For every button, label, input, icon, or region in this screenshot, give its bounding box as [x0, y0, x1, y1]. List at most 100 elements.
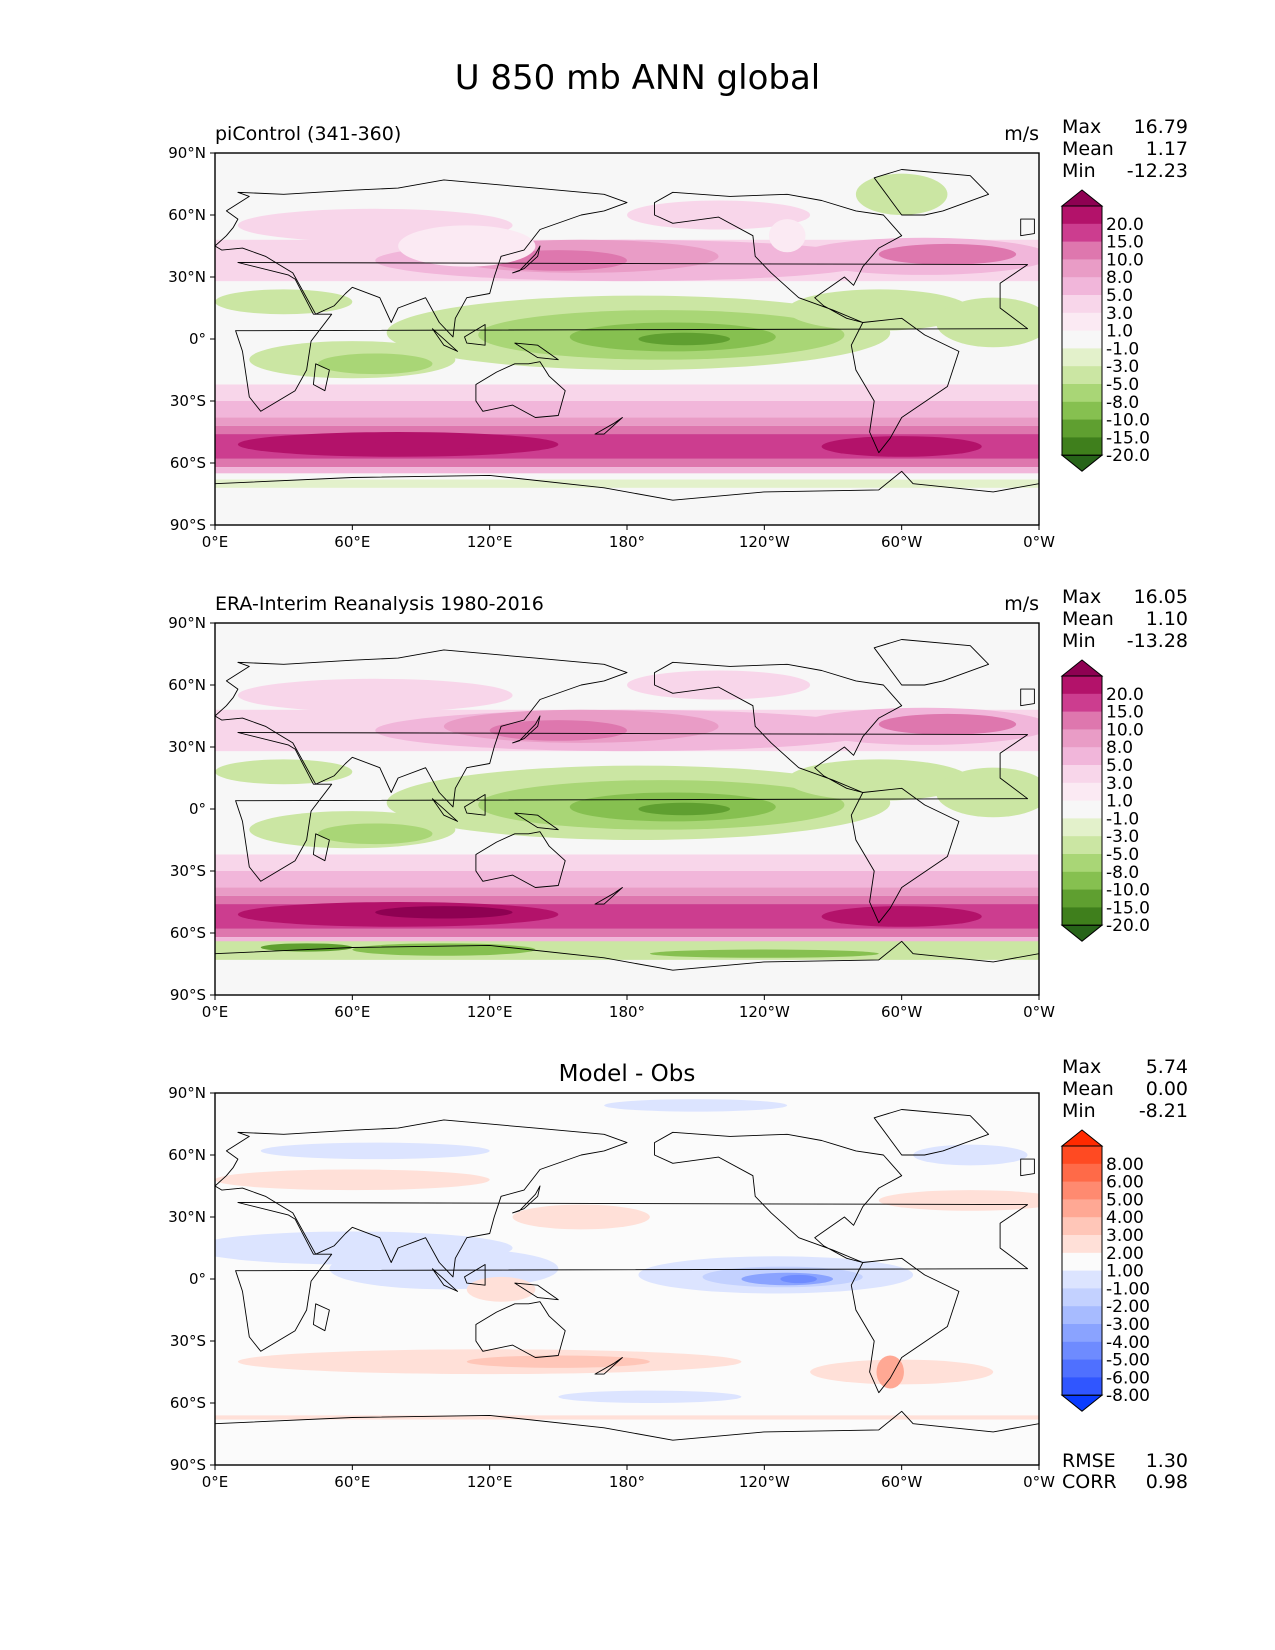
contour-patch	[878, 243, 1017, 265]
contour-patch	[352, 943, 536, 956]
coastline	[475, 831, 566, 888]
x-tick-label: 180°	[609, 533, 645, 551]
contour-patch	[649, 949, 879, 958]
colorbar-level-label: -1.00	[1106, 1279, 1150, 1299]
coastline	[512, 245, 541, 274]
colorbar-level-label: 20.0	[1106, 215, 1144, 235]
contour-patch	[318, 823, 433, 845]
stat-label: Max	[1062, 1056, 1101, 1078]
panel-title: piControl (341-360)	[215, 123, 401, 145]
contour-patch	[398, 225, 536, 267]
x-tick-label: 60°E	[334, 533, 370, 551]
stat-label: Mean	[1062, 608, 1114, 630]
colorbar-swatch	[1062, 711, 1102, 730]
contour-patch	[489, 720, 627, 741]
y-tick-label: 30°N	[168, 738, 206, 756]
stat-value: 0.00	[1146, 1078, 1188, 1100]
coastline	[215, 649, 628, 808]
contour-patch	[260, 943, 353, 952]
colorbar-swatch	[1062, 676, 1102, 695]
colorbar-level-label: -10.0	[1106, 881, 1150, 901]
contour-patch	[375, 906, 513, 919]
colorbar-swatch	[1062, 836, 1102, 855]
coastline	[215, 1119, 628, 1278]
field-1	[215, 153, 1039, 525]
stat-label: Min	[1062, 160, 1096, 182]
y-tick-label: 30°S	[170, 862, 206, 880]
y-tick-label: 90°S	[170, 1456, 206, 1474]
x-tick-label: 0°W	[1023, 1003, 1055, 1021]
stat-value: -13.28	[1127, 630, 1188, 652]
colorbar-level-label: -20.0	[1106, 916, 1150, 936]
colorbar-swatch	[1062, 312, 1102, 331]
colorbar-level-label: 15.0	[1106, 233, 1144, 253]
colorbar-extend-bottom	[1060, 1394, 1104, 1412]
y-tick-label: 60°N	[168, 1146, 206, 1164]
colorbar-swatch	[1062, 330, 1102, 349]
colorbar-level-label: 5.00	[1106, 1190, 1144, 1210]
coastline	[1020, 1158, 1035, 1177]
contour-patch	[787, 759, 971, 801]
stat-label: Min	[1062, 1100, 1096, 1122]
y-tick-label: 0°	[189, 330, 206, 348]
colorbar-level-label: 8.0	[1106, 738, 1133, 758]
x-tick-label: 120°E	[467, 1003, 513, 1021]
colorbar-swatch	[1062, 818, 1102, 837]
colorbar-swatch	[1062, 1377, 1102, 1396]
contour-patch	[215, 759, 353, 785]
colorbar-swatch	[1062, 1288, 1102, 1307]
coastline	[464, 794, 486, 816]
coastline	[594, 887, 623, 905]
coastline	[873, 169, 990, 216]
map-panel-3: 0°E 60°E 120°E 180° 120°W 60°W 0°W 90°N 60°N 30°N…	[168, 1056, 1188, 1493]
contour-band	[215, 458, 1039, 468]
contour-band	[215, 854, 1039, 871]
coastline	[235, 262, 1029, 412]
colorbar-level-label: -1.0	[1106, 809, 1139, 829]
colorbar-swatch	[1062, 1341, 1102, 1360]
x-tick-label: 60°W	[881, 533, 923, 551]
colorbar-swatch	[1062, 889, 1102, 908]
stat-label: Mean	[1062, 138, 1114, 160]
colorbar-swatch	[1062, 1270, 1102, 1289]
coastline	[312, 1303, 330, 1332]
y-tick-label: 90°N	[168, 1084, 206, 1102]
colorbar-swatch	[1062, 907, 1102, 926]
y-tick-label: 60°S	[170, 454, 206, 472]
x-tick-label: 120°E	[467, 533, 513, 551]
colorbar-level-label: 10.0	[1106, 250, 1144, 270]
colorbar-level-label: -10.0	[1106, 411, 1150, 431]
colorbar-level-label: -8.0	[1106, 393, 1139, 413]
stat-value: 16.05	[1134, 586, 1188, 608]
colorbar-swatch	[1062, 1306, 1102, 1325]
contour-band	[215, 425, 1039, 435]
map-panel-2: 0°E 60°E 120°E 180° 120°W 60°W 0°W 90°N 60°N 30°N…	[168, 586, 1188, 1021]
coastline	[475, 1301, 566, 1358]
coastline	[850, 317, 960, 454]
panel-title: ERA-Interim Reanalysis 1980-2016	[215, 593, 544, 615]
y-tick-label: 0°	[189, 1270, 206, 1288]
colorbar-swatch	[1062, 1324, 1102, 1343]
colorbar-extend-bottom	[1060, 454, 1104, 472]
colorbar-swatch	[1062, 277, 1102, 296]
colorbar-swatch	[1062, 1146, 1102, 1165]
x-tick-label: 120°E	[467, 1473, 513, 1491]
colorbar-level-label: 2.00	[1106, 1244, 1144, 1264]
x-tick-label: 60°W	[881, 1003, 923, 1021]
stat-value: 16.79	[1134, 116, 1188, 138]
colorbar-swatch	[1062, 241, 1102, 260]
x-tick-label: 0°E	[202, 533, 229, 551]
contour-band	[215, 928, 1039, 938]
colorbar-swatch	[1062, 419, 1102, 438]
colorbar-level-label: 3.0	[1106, 774, 1133, 794]
contour-patch	[638, 802, 730, 816]
contour-patch	[913, 1144, 1028, 1166]
colorbar-extend-top	[1060, 1129, 1104, 1147]
colorbar-level-label: 15.0	[1106, 703, 1144, 723]
y-tick-label: 60°N	[168, 676, 206, 694]
coastline	[850, 1257, 960, 1394]
stat-value: 5.74	[1146, 1056, 1188, 1078]
coastline	[464, 1264, 486, 1286]
x-tick-label: 60°E	[334, 1473, 370, 1491]
